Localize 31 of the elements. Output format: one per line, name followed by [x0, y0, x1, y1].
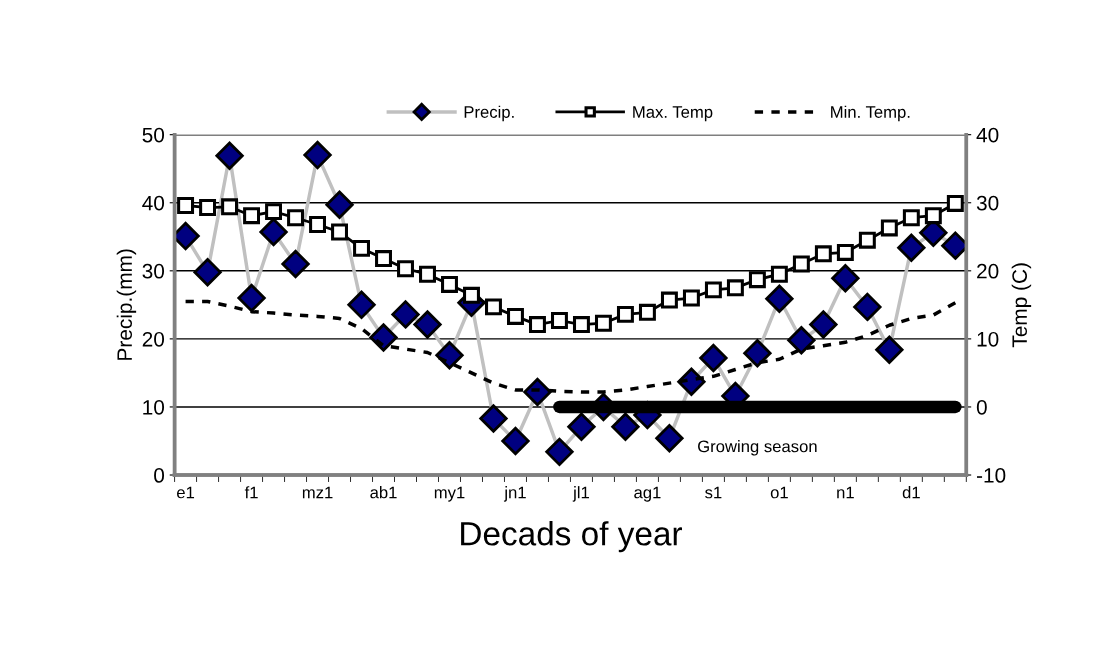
y2-tick-label: -10: [976, 468, 1006, 483]
y-tick-label: 0: [154, 468, 165, 483]
legend-label: Min. Temp.: [831, 105, 910, 122]
y2-tick-label: 20: [977, 263, 999, 279]
legend-label: Max. Temp: [633, 106, 713, 122]
x-tick-label: my1: [434, 486, 465, 502]
y2-tick-label: 10: [977, 331, 999, 347]
x-tick-label: n1: [837, 486, 854, 499]
x-tick-label: e1: [177, 486, 195, 499]
x-tick-label: ag1: [634, 486, 661, 502]
y-tick-label: 30: [142, 263, 165, 279]
x-tick-label: s1: [705, 486, 722, 499]
y-tick-label: 50: [142, 127, 165, 143]
annotation: Growing season: [698, 440, 817, 456]
x-axis-title: Decads of year: [461, 521, 682, 553]
legend-label: Precip.: [464, 105, 514, 122]
y-axis-title: Precip.(mm): [116, 249, 137, 360]
y2-tick-label: 0: [976, 399, 987, 415]
x-tick-label: jl1: [572, 486, 589, 502]
y-tick-label: 20: [142, 331, 165, 347]
x-tick-label: f1: [244, 486, 258, 499]
y2-tick-label: 40: [976, 127, 999, 143]
x-tick-label: ab1: [370, 486, 397, 499]
y-tick-label: 10: [143, 399, 165, 415]
y2-tick-label: 30: [976, 195, 999, 211]
x-tick-label: d1: [902, 486, 920, 499]
y2-axis-title: Temp (C): [1011, 263, 1032, 348]
x-tick-label: o1: [770, 486, 788, 499]
y-tick-label: 40: [142, 195, 165, 211]
x-tick-label: mz1: [302, 486, 333, 499]
x-tick-label: jn1: [503, 486, 526, 502]
